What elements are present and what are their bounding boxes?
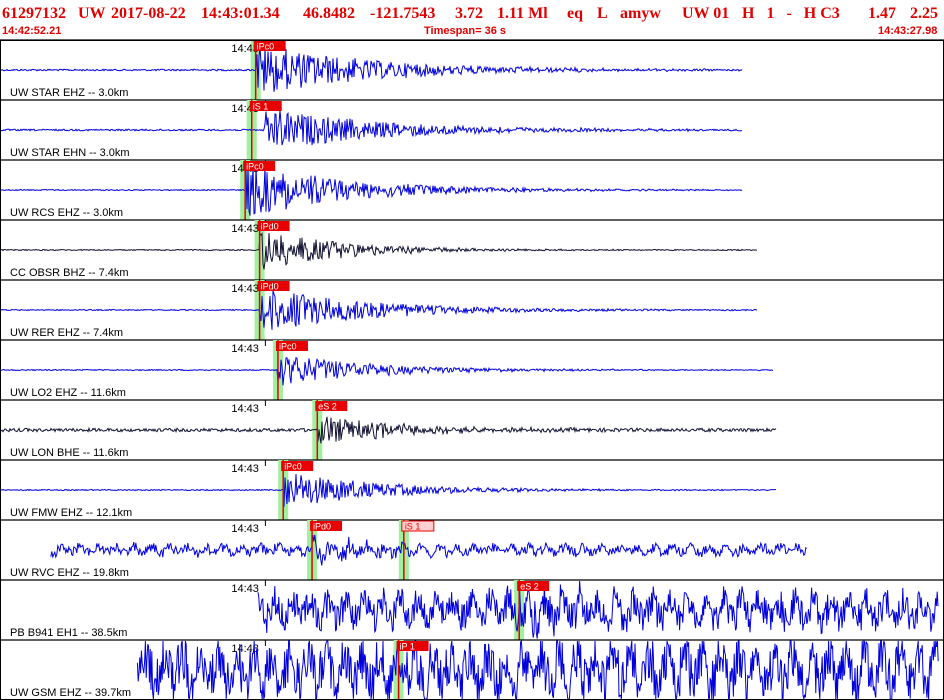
channel-row: 14:43 iPc0 UW LO2 EHZ -- 11.6km [0, 339, 944, 400]
waveform-trace [0, 109, 743, 146]
channel-label: UW RER EHZ -- 7.4km [10, 327, 123, 339]
pick-flag[interactable] [401, 520, 435, 532]
channel-row: 14:43 iP 1 UW GSM EHZ -- 39.7km [0, 639, 944, 700]
event-id: 61297132 [2, 5, 66, 22]
waveform-trace [50, 534, 808, 566]
pick-label: iPd0 [261, 282, 279, 292]
event-network: UW [78, 5, 106, 22]
waveform-trace [0, 416, 777, 444]
channel-row: 14:43 iPd0 iS 1 UW RVC EHZ -- 19.8km [0, 519, 944, 580]
channel-label: UW RCS EHZ -- 3.0km [10, 207, 123, 219]
pick-flag[interactable] [281, 461, 314, 471]
waveform-trace [257, 580, 939, 639]
pick-flag[interactable] [310, 521, 343, 531]
pick-flag[interactable] [275, 341, 308, 351]
channel-row: 14:43 eS 2 PB B941 EH1 -- 38.5km [0, 579, 944, 640]
channel-label: UW STAR EHN -- 3.0km [10, 147, 130, 159]
channel-row: 14:43 iPd0 CC OBSR BHZ -- 7.4km [0, 219, 944, 280]
event-rms: 1.47 [868, 5, 896, 22]
event-version: UW 01 [682, 5, 730, 22]
minute-tick-label: 14:43 [231, 283, 259, 295]
waveform-trace [136, 639, 939, 700]
minute-tick-label: 14:43 [231, 583, 259, 595]
pick-label: iS 1 [405, 522, 421, 532]
channel-row: 14:43 iPd0 UW RER EHZ -- 7.4km [0, 279, 944, 340]
minute-tick-label: 14:43 [231, 523, 259, 535]
pick-flag[interactable] [517, 581, 550, 591]
event-time: 14:43:01.34 [201, 5, 280, 22]
event-header: 61297132 UW 2017-08-22 14:43:01.34 46.84… [0, 0, 944, 40]
event-lat: 46.8482 [303, 5, 355, 22]
minute-tick-label: 14:43 [231, 403, 259, 415]
pick-flag[interactable] [243, 161, 276, 171]
channel-label: UW LON BHE -- 11.6km [10, 447, 128, 459]
pick-label: iPc0 [246, 162, 264, 172]
event-flags: L [597, 5, 608, 22]
channel-row: 14:43 iPc0 UW FMW EHZ -- 12.1km [0, 459, 944, 520]
waveform-trace [0, 165, 743, 216]
minute-tick-label: 14:43 [231, 463, 259, 475]
waveform-trace [0, 357, 774, 386]
pick-label: iPd0 [261, 222, 279, 232]
event-analyst: amyw [620, 5, 661, 22]
channel-label: PB B941 EH1 -- 38.5km [10, 627, 127, 639]
channel-label: CC OBSR BHZ -- 7.4km [10, 267, 129, 279]
waveform-trace [0, 46, 743, 92]
pick-label: iPc0 [279, 342, 297, 352]
pick-flag[interactable] [257, 281, 290, 291]
event-depth: 3.72 [455, 5, 483, 22]
pick-label: eS 2 [318, 402, 337, 412]
pick-flag[interactable] [315, 401, 348, 411]
end-time: 14:43:27.98 [878, 25, 938, 37]
channel-label: UW GSM EHZ -- 39.7km [10, 687, 131, 699]
event-type: eq [567, 5, 583, 22]
channel-label: UW RVC EHZ -- 19.8km [10, 567, 129, 579]
pick-label: iPc0 [284, 462, 302, 472]
pick-label: iP 1 [400, 642, 415, 652]
event-magnitude: 1.11 Ml [497, 5, 548, 22]
pick-label: iPc0 [257, 42, 275, 52]
event-erh: 2.25 [910, 5, 938, 22]
event-quality: H 1 - H C3 [742, 5, 840, 22]
channel-label: UW FMW EHZ -- 12.1km [10, 507, 132, 519]
minute-tick-label: 14:43 [231, 343, 259, 355]
pick-label: iS 1 [253, 102, 269, 112]
minute-tick-label: 14:43 [231, 43, 259, 55]
pick-flag[interactable] [249, 101, 282, 111]
waveform-trace [0, 473, 777, 507]
start-time: 14:42:52.21 [2, 25, 62, 37]
event-date: 2017-08-22 [111, 5, 186, 22]
minute-tick-label: 14:43 [231, 643, 259, 655]
pick-flag[interactable] [396, 641, 429, 651]
waveform-trace [0, 232, 758, 270]
minute-tick-label: 14:43 [231, 223, 259, 235]
event-summary-line: 61297132 UW 2017-08-22 14:43:01.34 46.84… [0, 0, 944, 28]
timespan-label: Timespan= 36 s [424, 25, 507, 37]
pick-label: iPd0 [313, 522, 331, 532]
pick-flag[interactable] [253, 41, 286, 51]
channel-label: UW STAR EHZ -- 3.0km [10, 87, 128, 99]
pick-label: eS 2 [520, 582, 539, 592]
pick-flag[interactable] [257, 221, 290, 231]
channel-label: UW LO2 EHZ -- 11.6km [10, 387, 126, 399]
event-lon: -121.7543 [370, 5, 436, 22]
channel-row: 14:43 eS 2 UW LON BHE -- 11.6km [0, 399, 944, 460]
waveform-trace [0, 290, 758, 330]
